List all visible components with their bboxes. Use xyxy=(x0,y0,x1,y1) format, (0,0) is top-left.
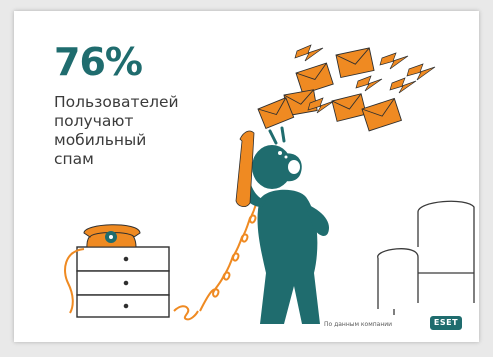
source-note: По данным компании xyxy=(324,321,393,328)
stat-caption-line: получают xyxy=(54,112,134,130)
spam-percentage: 76% xyxy=(54,40,143,84)
stat-caption: Пользователей получают мобильный спам xyxy=(54,93,254,169)
spam-illustration xyxy=(64,44,475,324)
telephone-icon xyxy=(83,224,141,248)
eset-logo: ESET xyxy=(430,316,462,330)
dresser-icon xyxy=(76,246,170,318)
person-figure-icon xyxy=(235,126,329,324)
phone-cord xyxy=(64,198,258,321)
envelope-icon xyxy=(257,47,403,132)
stat-caption-line: спам xyxy=(54,150,94,168)
stat-caption-line: мобильный xyxy=(54,131,147,149)
stat-caption-line: Пользователей xyxy=(54,93,179,111)
infographic-card: 76% Пользователей получают мобильный спа… xyxy=(14,11,479,342)
armchair-icon xyxy=(377,200,475,315)
lightning-bolt-icon xyxy=(294,44,436,114)
